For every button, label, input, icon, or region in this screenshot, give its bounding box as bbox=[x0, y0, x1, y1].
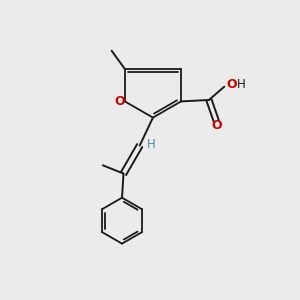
Text: O: O bbox=[114, 95, 125, 108]
Text: H: H bbox=[146, 138, 155, 151]
Text: H: H bbox=[237, 78, 246, 92]
Text: O: O bbox=[211, 119, 222, 132]
Text: O: O bbox=[226, 78, 237, 92]
